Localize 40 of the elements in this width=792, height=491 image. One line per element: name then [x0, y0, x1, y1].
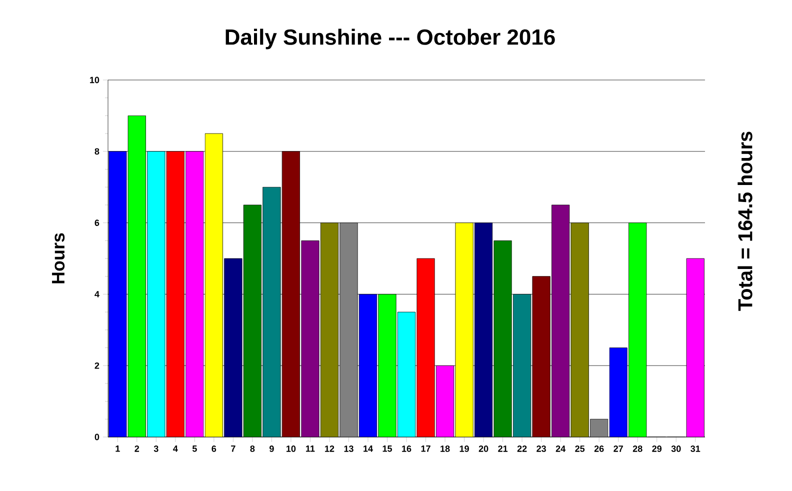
x-tick-label: 14	[364, 446, 373, 452]
x-tick-label: 25	[575, 446, 585, 452]
y-tick-label: 4	[94, 291, 100, 298]
x-tick-label: 1	[116, 446, 120, 452]
x-tick-label: 10	[286, 446, 296, 452]
x-tick-label: 31	[690, 446, 700, 452]
text: Total = 164.5 hours	[738, 132, 752, 311]
x-tick-label: 16	[402, 446, 412, 452]
x-tick-label: 3	[154, 446, 158, 452]
x-tick-label: 7	[231, 446, 236, 452]
x-tick-label: 29	[652, 446, 662, 452]
x-tick-label: 26	[594, 446, 604, 452]
x-tick-label: 24	[556, 446, 566, 452]
x-tick-label: 17	[421, 446, 430, 452]
x-tick-label: 19	[460, 446, 469, 452]
y-axis-title: Hours	[52, 233, 65, 284]
x-tick-label: 21	[498, 446, 508, 452]
y-tick-label: 6	[94, 220, 100, 226]
x-tick-label: 18	[440, 446, 450, 452]
x-tick-label: 27	[614, 446, 623, 452]
x-tick-label: 30	[671, 446, 681, 452]
x-tick-label: 8	[250, 446, 255, 452]
x-tick-label: 12	[325, 446, 334, 452]
x-tick-label: 22	[517, 446, 527, 452]
x-tick-label: 2	[134, 446, 140, 452]
y-tick-label: 8	[94, 148, 100, 155]
y-tick-label: 2	[94, 362, 100, 369]
x-tick-label: 15	[382, 446, 392, 452]
x-tick-label: 6	[212, 446, 216, 452]
x-tick-label: 5	[192, 446, 197, 452]
x-tick-label: 11	[306, 446, 315, 452]
x-tick-label: 20	[478, 446, 488, 452]
chart-title: Daily Sunshine --- October 2016	[226, 28, 555, 50]
y-tick-label: 10	[90, 76, 100, 84]
x-tick-label: 13	[344, 446, 354, 452]
x-tick-label: 28	[632, 446, 642, 452]
x-tick-label: 23	[536, 446, 546, 452]
y-tick-label: 0	[94, 434, 100, 440]
x-tick-label: 9	[270, 446, 274, 452]
x-tick-label: 4	[173, 446, 178, 452]
